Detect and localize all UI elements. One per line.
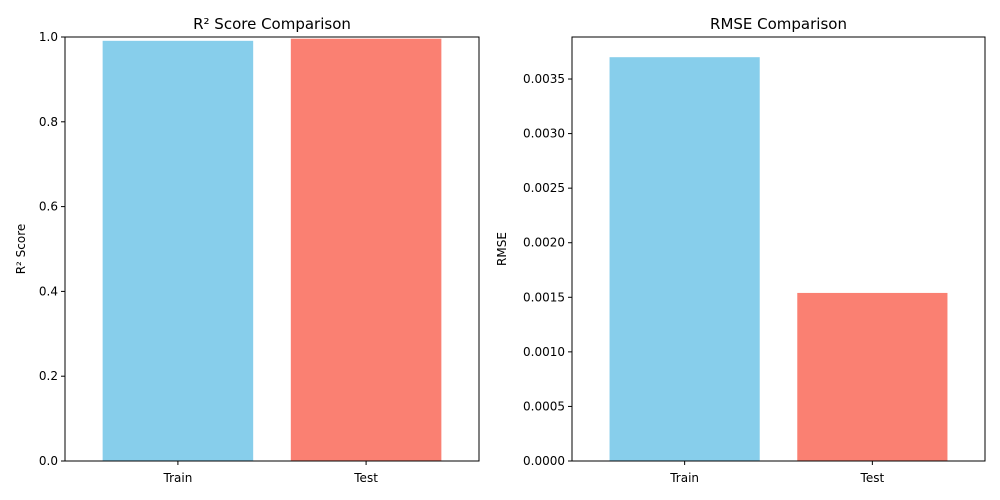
chart-title: R² Score Comparison <box>193 15 351 33</box>
y-tick-label: 0.0005 <box>523 399 565 413</box>
r2-bar-train <box>102 40 254 461</box>
y-tick-label: 0.0020 <box>523 236 565 250</box>
axes-frame <box>571 36 986 462</box>
x-tick-label: Train <box>163 471 193 485</box>
x-tick-label: Train <box>669 471 699 485</box>
x-tick-label: Test <box>860 471 885 485</box>
y-tick-label: 0.8 <box>39 115 58 129</box>
y-tick-label: 0.2 <box>39 369 58 383</box>
r2-bar-test <box>290 38 442 462</box>
y-tick-label: 0.0035 <box>523 72 565 86</box>
y-tick-label: 0.0025 <box>523 181 565 195</box>
r2-chart: 0.0 0.2 0.4 0.6 0.8 1.0 Train Test R² Score Comp… <box>14 15 480 485</box>
y-tick-label: 0.0010 <box>523 345 565 359</box>
y-tick-label: 1.0 <box>39 30 58 44</box>
y-axis-label: RMSE <box>495 232 509 266</box>
y-tick-label: 0.0015 <box>523 290 565 304</box>
x-tick-label: Test <box>353 471 378 485</box>
rmse-chart: 0.0000 0.0005 0.0010 0.0015 0.0020 0.0025 0.00… <box>495 15 986 485</box>
rmse-bar-train <box>609 57 760 461</box>
rmse-bar-test <box>797 292 948 461</box>
y-tick-label: 0.0030 <box>523 127 565 141</box>
y-tick-label: 0.6 <box>39 200 58 214</box>
y-tick-label: 0.4 <box>39 284 58 298</box>
axes-frame <box>64 36 480 462</box>
y-axis-label: R² Score <box>14 224 28 275</box>
chart-title: RMSE Comparison <box>710 15 847 33</box>
y-tick-label: 0.0 <box>39 454 58 468</box>
y-tick-label: 0.0000 <box>523 454 565 468</box>
